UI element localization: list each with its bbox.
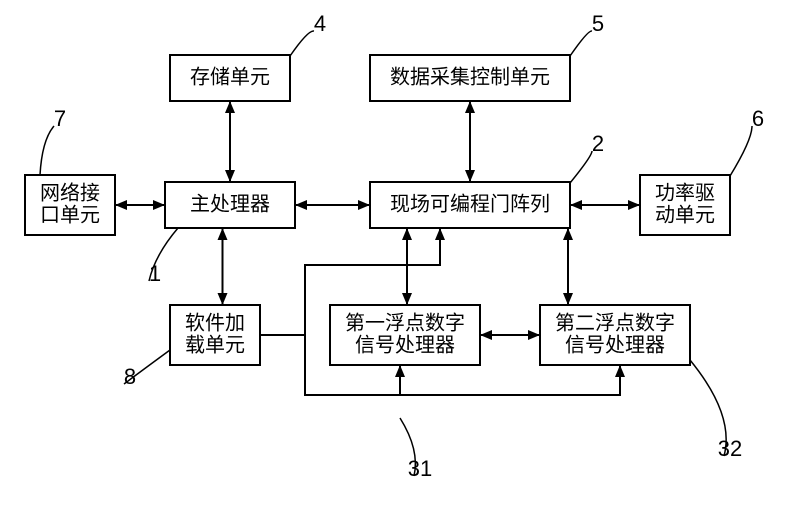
label-dsp1-1: 信号处理器 bbox=[355, 333, 455, 356]
callout-storage: 4 bbox=[314, 11, 326, 36]
callout-lead-pwrdrv bbox=[730, 126, 752, 176]
callout-daq: 5 bbox=[592, 11, 604, 36]
callout-pwrdrv: 6 bbox=[752, 106, 764, 131]
callout-lead-netif bbox=[40, 126, 54, 175]
label-pwrdrv-1: 动单元 bbox=[655, 203, 715, 226]
callout-lead-daq bbox=[570, 31, 592, 56]
callout-mainproc: 1 bbox=[149, 261, 161, 286]
label-fpga-0: 现场可编程门阵列 bbox=[390, 192, 550, 215]
label-storage-0: 存储单元 bbox=[190, 65, 270, 88]
callout-swload: 8 bbox=[124, 364, 136, 389]
label-swload-0: 软件加 bbox=[185, 311, 245, 334]
callout-lead-storage bbox=[290, 31, 314, 56]
label-pwrdrv-0: 功率驱 bbox=[655, 181, 715, 204]
label-mainproc-0: 主处理器 bbox=[190, 192, 270, 215]
callout-dsp1: 31 bbox=[408, 456, 432, 481]
label-netif-0: 网络接 bbox=[40, 181, 100, 204]
label-swload-1: 载单元 bbox=[185, 333, 245, 356]
callout-dsp2: 32 bbox=[718, 436, 742, 461]
callout-netif: 7 bbox=[54, 106, 66, 131]
label-dsp2-1: 信号处理器 bbox=[565, 333, 665, 356]
label-daq-0: 数据采集控制单元 bbox=[390, 65, 550, 88]
label-netif-1: 口单元 bbox=[40, 203, 100, 226]
callout-lead-fpga bbox=[570, 151, 592, 183]
callout-fpga: 2 bbox=[592, 131, 604, 156]
diagram-canvas: 存储单元 4 数据采集控制单元 5 网络接口单元 7 主处理器 1 现场可编程门阵列 2 功率驱动单… bbox=[0, 0, 800, 508]
label-dsp2-0: 第二浮点数字 bbox=[555, 311, 675, 334]
label-dsp1-0: 第一浮点数字 bbox=[345, 311, 465, 334]
